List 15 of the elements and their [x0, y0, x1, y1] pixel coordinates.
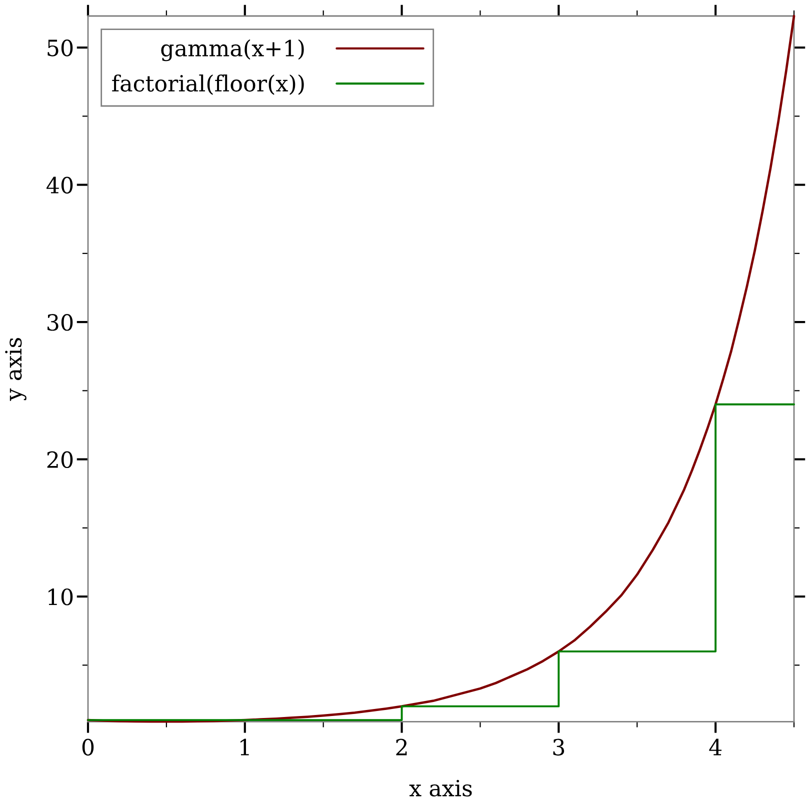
x-tick-label: 3: [553, 738, 564, 756]
y-tick-label: 50: [48, 40, 73, 56]
x-tick-label: 0: [82, 738, 94, 756]
x-tick-label: 4: [709, 738, 722, 756]
y-tick-label: 10: [48, 588, 73, 606]
x-axis-title: x axis: [409, 780, 472, 797]
y-tick-label: 20: [47, 451, 73, 468]
line-series: [86, 14, 796, 723]
legend-label: gamma(x+1): [161, 39, 304, 62]
legend-label: factorial(floor(x)): [112, 74, 304, 95]
y-axis-title: y axis: [5, 338, 26, 401]
x-tick-label: 2: [396, 738, 407, 756]
y-tick-label: 30: [48, 314, 73, 331]
y-tick-label: 40: [46, 176, 73, 194]
x-tick-label: 1: [240, 738, 249, 756]
